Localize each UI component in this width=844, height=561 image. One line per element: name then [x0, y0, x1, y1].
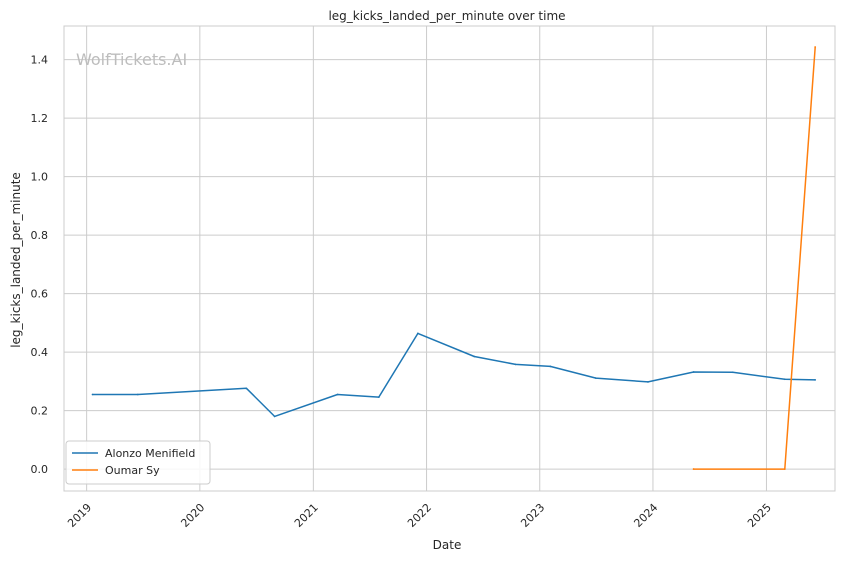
x-tick-label-2020: 2020	[178, 501, 207, 530]
data-point-alonzo-menifield-7	[473, 355, 476, 358]
y-tick-label-0.2: 0.2	[31, 405, 49, 418]
plot-area	[63, 25, 836, 492]
data-point-alonzo-menifield-8	[514, 363, 517, 366]
data-point-alonzo-menifield-2	[245, 387, 248, 390]
data-point-oumar-sy-2	[814, 46, 817, 48]
y-gridlines	[64, 59, 835, 470]
data-point-alonzo-menifield-6	[416, 332, 419, 335]
data-point-alonzo-menifield-5	[377, 396, 380, 399]
x-tick-label-2021: 2021	[292, 501, 321, 530]
y-axis-label: leg_kicks_landed_per_minute	[9, 172, 23, 348]
chart-title: leg_kicks_landed_per_minute over time	[328, 9, 565, 23]
y-axis-ticks: 0.0 0.2 0.4 0.6 0.8 1.0 1.2 1.4	[31, 54, 49, 476]
data-point-oumar-sy-1	[783, 468, 786, 470]
x-tick-label-2019: 2019	[65, 501, 94, 530]
y-tick-label-0.8: 0.8	[31, 229, 49, 242]
x-tick-label-2022: 2022	[405, 501, 434, 530]
data-point-alonzo-menifield-3	[273, 415, 276, 418]
x-tick-label-2025: 2025	[745, 501, 774, 530]
x-tick-label-2023: 2023	[518, 501, 547, 530]
data-point-alonzo-menifield-4	[336, 393, 339, 396]
y-tick-label-0.4: 0.4	[31, 346, 49, 359]
y-tick-label-0.0: 0.0	[31, 463, 49, 476]
y-tick-label-1.4: 1.4	[31, 54, 49, 67]
x-tick-label-2024: 2024	[631, 501, 660, 530]
x-axis-ticks: 2019 2020 2021 2022 2023 2024 2025	[65, 501, 774, 530]
series-layer	[91, 46, 817, 470]
x-axis-label: Date	[433, 538, 462, 552]
data-point-oumar-sy-0	[692, 468, 695, 470]
legend-label-alonzo: Alonzo Menifield	[105, 447, 195, 460]
data-point-alonzo-menifield-13	[731, 371, 734, 374]
x-gridlines	[86, 26, 767, 491]
data-point-alonzo-menifield-9	[549, 365, 552, 368]
y-tick-label-1.0: 1.0	[31, 171, 49, 184]
legend-box	[65, 440, 211, 485]
data-point-alonzo-menifield-12	[692, 371, 695, 373]
data-point-alonzo-menifield-0	[91, 393, 94, 396]
legend: Alonzo Menifield Oumar Sy	[65, 440, 211, 485]
data-point-alonzo-menifield-1	[136, 393, 139, 396]
y-tick-label-0.6: 0.6	[31, 288, 49, 301]
data-point-alonzo-menifield-15	[814, 378, 817, 381]
series-line-alonzo-menifield	[92, 332, 816, 418]
watermark: WolfTickets.AI	[76, 50, 187, 69]
data-point-alonzo-menifield-14	[783, 378, 786, 381]
data-point-alonzo-menifield-11	[647, 381, 649, 383]
y-tick-label-1.2: 1.2	[31, 112, 49, 125]
data-point-alonzo-menifield-10	[594, 377, 597, 380]
legend-label-oumar: Oumar Sy	[105, 464, 160, 477]
